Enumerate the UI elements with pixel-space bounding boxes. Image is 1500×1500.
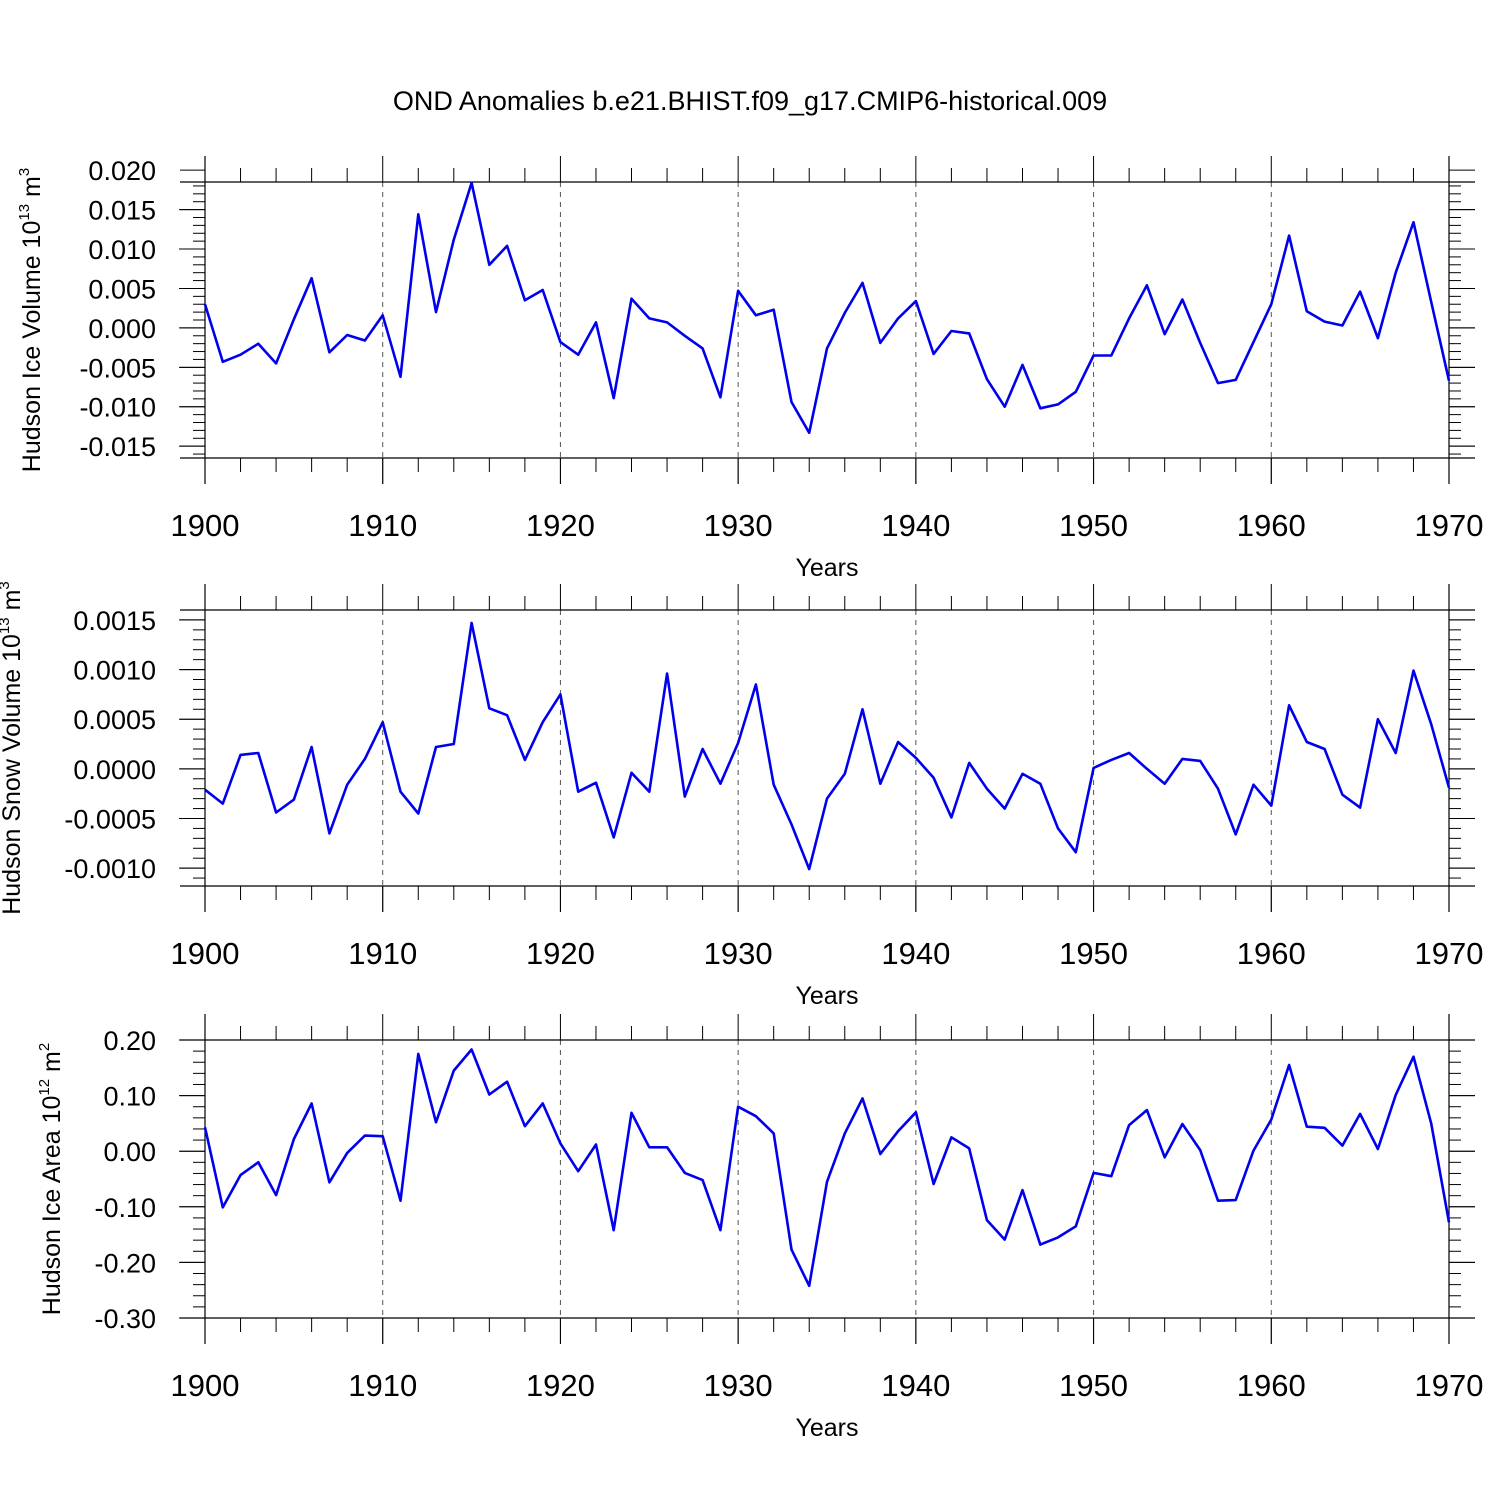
x-tick-label: 1960 — [1237, 936, 1306, 971]
y-axis-label-unit: m — [38, 1051, 66, 1079]
y-tick-label: 0.20 — [103, 1026, 156, 1056]
y-tick-label: 0.0015 — [73, 606, 156, 636]
x-tick-label: 1910 — [348, 936, 417, 971]
x-tick-label: 1950 — [1059, 1368, 1128, 1403]
y-tick-label: 0.0000 — [73, 755, 156, 785]
series-line-ice-volume — [203, 181, 1451, 435]
y-tick-label: -0.0010 — [64, 854, 156, 884]
y-axis-label: Hudson Ice Volume 1013 m3 — [16, 168, 46, 472]
y-axis-label-unit-exponent: 2 — [36, 1043, 53, 1051]
y-axis-label-text: Hudson Ice Volume 10 — [18, 221, 46, 473]
y-axis-label-unit: m — [18, 176, 46, 204]
series-line-snow-volume — [204, 621, 1451, 871]
series-line-ice-area — [203, 1048, 1451, 1288]
x-tick-label: 1930 — [704, 1368, 773, 1403]
x-axis-label: Years — [795, 1414, 858, 1442]
x-tick-label: 1960 — [1237, 508, 1306, 543]
y-tick-label: -0.015 — [79, 432, 156, 462]
y-axis-label: Hudson Ice Area 1012 m2 — [36, 1043, 66, 1315]
y-tick-label: -0.30 — [94, 1304, 156, 1334]
y-tick-label: 0.0005 — [73, 705, 156, 735]
x-tick-label: 1920 — [526, 508, 595, 543]
y-axis-label-text: Hudson Ice Area 10 — [38, 1096, 66, 1316]
y-tick-label: -0.20 — [94, 1248, 156, 1278]
x-tick-label: 1900 — [171, 508, 240, 543]
x-tick-label: 1950 — [1059, 936, 1128, 971]
y-axis-label-unit-exponent: 3 — [0, 581, 13, 589]
y-tick-label: -0.010 — [79, 393, 156, 423]
y-tick-label: 0.0010 — [73, 656, 156, 686]
panel-snow-volume: 1900 1910 1920 1930 1940 1950 1960 1970 0.0015 0.… — [0, 581, 1483, 1010]
x-axis-label: Years — [795, 554, 858, 582]
y-tick-label: 0.00 — [103, 1137, 156, 1167]
y-axis-label-unit-exponent: 3 — [16, 168, 33, 176]
y-tick-label: 0.015 — [88, 196, 156, 226]
x-tick-label: 1930 — [704, 508, 773, 543]
x-tick-label: 1940 — [881, 936, 950, 971]
y-tick-label: 0.000 — [88, 314, 156, 344]
y-tick-label: 0.010 — [88, 235, 156, 265]
panel-ice-area: 1900 1910 1920 1930 1940 1950 1960 1970 0.20 0.10… — [36, 1014, 1483, 1442]
y-tick-label: 0.020 — [88, 156, 156, 186]
x-tick-label: 1960 — [1237, 1368, 1306, 1403]
x-tick-label: 1970 — [1415, 936, 1484, 971]
x-tick-label: 1900 — [171, 936, 240, 971]
y-axis-label: Hudson Snow Volume 1013 m3 — [0, 581, 26, 915]
x-tick-label: 1950 — [1059, 508, 1128, 543]
x-tick-label: 1920 — [526, 1368, 595, 1403]
y-axis-label-exponent: 12 — [36, 1079, 53, 1096]
y-axis-label-exponent: 13 — [16, 204, 33, 221]
y-axis-label-unit: m — [0, 590, 26, 618]
figure-title: OND Anomalies b.e21.BHIST.f09_g17.CMIP6-… — [393, 86, 1107, 116]
y-tick-label: 0.10 — [103, 1082, 156, 1112]
x-tick-label: 1930 — [704, 936, 773, 971]
x-axis-label: Years — [795, 982, 858, 1010]
x-tick-label: 1940 — [881, 508, 950, 543]
x-tick-label: 1910 — [348, 1368, 417, 1403]
x-tick-label: 1920 — [526, 936, 595, 971]
y-axis-label-text: Hudson Snow Volume 10 — [0, 634, 26, 915]
x-tick-label: 1970 — [1415, 1368, 1484, 1403]
x-tick-label: 1900 — [171, 1368, 240, 1403]
y-tick-label: -0.10 — [94, 1193, 156, 1223]
y-tick-label: -0.0005 — [64, 804, 156, 834]
y-tick-label: 0.005 — [88, 274, 156, 304]
x-tick-label: 1970 — [1415, 508, 1484, 543]
panel-ice-volume: 1900 1910 1920 1930 1940 1950 1960 1970 0.020 0.0… — [16, 156, 1483, 582]
x-tick-label: 1940 — [881, 1368, 950, 1403]
y-axis-label-exponent: 13 — [0, 617, 13, 634]
x-tick-label: 1910 — [348, 508, 417, 543]
y-tick-label: -0.005 — [79, 353, 156, 383]
